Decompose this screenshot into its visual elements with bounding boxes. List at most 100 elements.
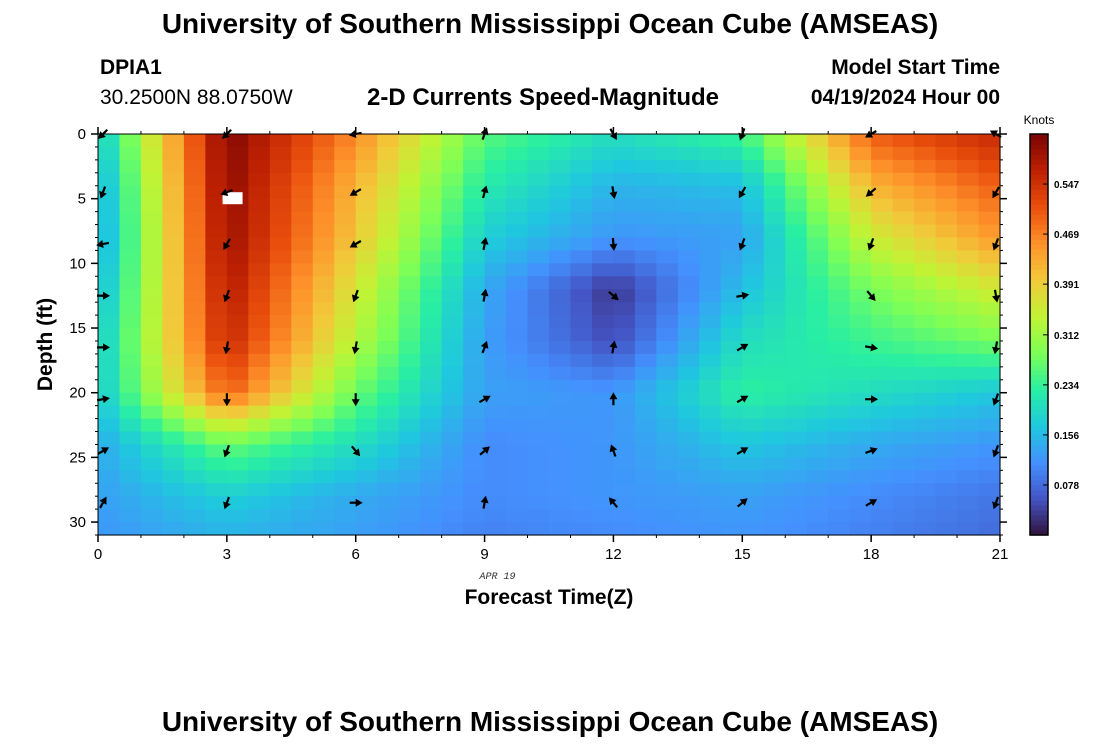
heatmap-cell bbox=[119, 496, 142, 510]
heatmap-cell bbox=[140, 444, 164, 458]
heatmap-cell bbox=[613, 172, 636, 187]
heatmap-cell bbox=[420, 276, 443, 290]
heatmap-cell bbox=[420, 185, 443, 200]
heatmap-cell bbox=[978, 328, 1001, 342]
heatmap-cell bbox=[634, 522, 657, 536]
heatmap-cell bbox=[484, 250, 507, 264]
heatmap-cell bbox=[785, 522, 808, 536]
heatmap-cell bbox=[98, 509, 121, 523]
colorbar-segment bbox=[1030, 384, 1048, 391]
heatmap-cell bbox=[506, 483, 529, 497]
heatmap-cell bbox=[914, 418, 937, 433]
heatmap-cell bbox=[355, 224, 378, 239]
heatmap-cell bbox=[656, 366, 679, 381]
heatmap-cell bbox=[570, 509, 593, 523]
heatmap-cell bbox=[957, 185, 980, 200]
current-arrow bbox=[609, 392, 618, 406]
heatmap-cell bbox=[226, 353, 249, 368]
heatmap-cell bbox=[506, 457, 529, 471]
heatmap-cell bbox=[720, 366, 743, 381]
heatmap-cell bbox=[935, 263, 958, 277]
heatmap-cell bbox=[570, 185, 593, 200]
heatmap-cell bbox=[828, 496, 851, 510]
current-arrow bbox=[608, 497, 619, 509]
heatmap-cell bbox=[506, 211, 529, 226]
heatmap-cell bbox=[226, 134, 249, 148]
current-arrow bbox=[351, 289, 360, 303]
colorbar-segment bbox=[1030, 499, 1048, 506]
heatmap-cell bbox=[140, 340, 164, 355]
heatmap-cell bbox=[677, 431, 700, 446]
heatmap-cell bbox=[591, 172, 615, 187]
heatmap-cell bbox=[549, 353, 572, 368]
heatmap-cell bbox=[484, 328, 507, 342]
heatmap-cell bbox=[828, 185, 851, 200]
heatmap-cell bbox=[742, 224, 765, 239]
heatmap-cell bbox=[935, 328, 958, 342]
heatmap-cell bbox=[957, 315, 980, 329]
heatmap-cell bbox=[98, 250, 121, 264]
colorbar-segment bbox=[1030, 154, 1048, 160]
heatmap-cell bbox=[463, 159, 486, 174]
heatmap-cell bbox=[355, 263, 378, 277]
heatmap-cell bbox=[806, 263, 829, 277]
heatmap-cell bbox=[98, 224, 121, 239]
heatmap-cell bbox=[871, 340, 894, 355]
heatmap-cell bbox=[871, 211, 894, 226]
heatmap-cell bbox=[183, 276, 206, 290]
heatmap-cell bbox=[806, 522, 829, 536]
heatmap-cell bbox=[720, 146, 743, 161]
heatmap-cell bbox=[677, 405, 700, 420]
heatmap-cell bbox=[871, 431, 894, 446]
heatmap-cell bbox=[291, 522, 314, 536]
heatmap-cell bbox=[140, 366, 164, 381]
heatmap-cell bbox=[441, 146, 464, 161]
heatmap-cell bbox=[957, 328, 980, 342]
current-arrow bbox=[609, 340, 618, 354]
heatmap-cell bbox=[785, 263, 808, 277]
current-arrow bbox=[992, 341, 1000, 355]
heatmap-cell bbox=[205, 159, 228, 174]
colorbar-segment bbox=[1030, 524, 1048, 531]
heatmap-cell bbox=[677, 276, 700, 290]
heatmap-cell bbox=[291, 302, 314, 316]
heatmap-cell bbox=[420, 224, 443, 239]
heatmap-cell bbox=[720, 483, 743, 497]
heatmap-cell bbox=[248, 418, 271, 433]
heatmap-cell bbox=[140, 328, 164, 342]
heatmap-cell bbox=[162, 302, 185, 316]
colorbar-segment bbox=[1030, 229, 1048, 235]
colorbar-segment bbox=[1030, 149, 1048, 155]
heatmap-cell bbox=[677, 353, 700, 368]
colorbar-segment bbox=[1030, 134, 1048, 140]
heatmap-cell bbox=[570, 172, 593, 187]
heatmap-cell bbox=[98, 405, 121, 420]
heatmap-cell bbox=[806, 224, 829, 239]
heatmap-cell bbox=[334, 431, 357, 446]
heatmap-cell bbox=[441, 353, 464, 368]
heatmap-cell bbox=[957, 379, 980, 394]
current-arrow bbox=[865, 447, 878, 455]
heatmap-cell bbox=[506, 522, 529, 536]
heatmap-cell bbox=[699, 289, 722, 303]
heatmap-cell bbox=[871, 509, 894, 523]
heatmap-cell bbox=[871, 522, 894, 536]
heatmap-cell bbox=[549, 237, 572, 252]
heatmap-cell bbox=[699, 457, 722, 471]
heatmap-cell bbox=[656, 405, 679, 420]
heatmap-cell bbox=[441, 483, 464, 497]
heatmap-cell bbox=[119, 328, 142, 342]
heatmap-cell bbox=[205, 483, 228, 497]
heatmap-cell bbox=[871, 328, 894, 342]
heatmap-cell bbox=[785, 405, 808, 420]
heatmap-cell bbox=[677, 315, 700, 329]
heatmap-cell bbox=[269, 237, 292, 252]
heatmap-cell bbox=[849, 302, 872, 316]
heatmap-cell bbox=[957, 457, 980, 471]
heatmap-cell bbox=[463, 289, 486, 303]
heatmap-cell bbox=[119, 315, 142, 329]
heatmap-cell bbox=[484, 315, 507, 329]
heatmap-cell bbox=[549, 418, 572, 433]
y-tick-label: 15 bbox=[69, 320, 86, 337]
heatmap-cell bbox=[527, 172, 550, 187]
